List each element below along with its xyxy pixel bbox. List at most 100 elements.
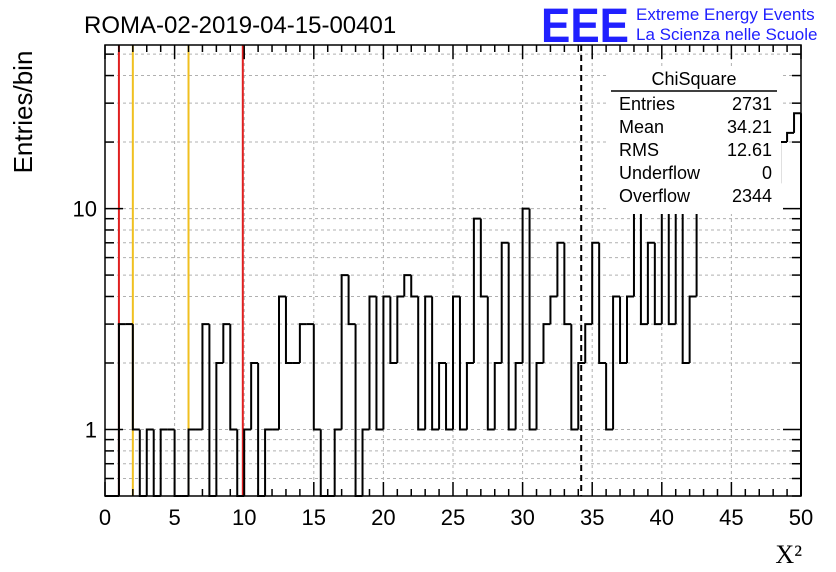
stats-label-overflow: Overflow	[619, 186, 691, 206]
histogram-bin	[465, 361, 474, 430]
eee-logo: EEE Extreme Energy Events La Scienza nel…	[541, 0, 817, 53]
histogram-bin	[591, 241, 600, 325]
histogram-bin	[375, 296, 384, 431]
histogram-bin	[145, 428, 154, 496]
histogram-bin	[452, 295, 460, 430]
histogram-bin	[563, 242, 572, 326]
histogram-bin	[333, 428, 342, 496]
histogram-bin	[646, 241, 655, 325]
x-tick-label: 30	[510, 505, 534, 530]
histogram-bin	[500, 241, 509, 363]
stats-label-underflow: Underflow	[619, 163, 701, 183]
histogram-bin	[612, 295, 621, 430]
x-tick-label: 40	[650, 505, 674, 530]
histogram-bin	[458, 296, 467, 431]
histogram-bin	[521, 207, 530, 363]
histogram-bin	[653, 242, 662, 326]
histogram-bin	[382, 295, 391, 430]
histogram-bin	[438, 361, 447, 430]
histogram-bin	[222, 323, 231, 363]
histogram-bin	[187, 428, 196, 496]
histogram-bin	[556, 241, 565, 297]
histogram-bin	[284, 296, 293, 364]
histogram-bin	[131, 324, 140, 431]
histogram-bin	[626, 295, 634, 363]
histogram-bin	[264, 428, 273, 496]
histogram-bin	[535, 361, 544, 430]
histogram-bin	[584, 323, 593, 363]
x-tick-label: 35	[580, 505, 604, 530]
histogram-bin	[619, 296, 627, 364]
histogram-bin	[431, 296, 440, 431]
x-tick-label: 0	[99, 505, 111, 530]
histogram-bin	[598, 242, 607, 364]
stats-box: ChiSquare Entries 2731 Mean 34.21 RMS 12…	[609, 66, 781, 214]
x-tick-label: 15	[302, 505, 326, 530]
histogram-bin	[639, 199, 648, 326]
eee-logo-text: EEE	[541, 0, 629, 53]
histogram-bin	[389, 296, 398, 364]
x-tick-label: 50	[789, 505, 813, 530]
histogram-bin	[542, 323, 551, 363]
histogram-bin	[472, 217, 481, 363]
histogram-bin	[250, 361, 259, 430]
histogram-bin	[396, 295, 405, 363]
stats-label-mean: Mean	[619, 117, 664, 137]
stats-value-overflow: 2344	[732, 186, 772, 206]
run-title: ROMA-02-2019-04-15-00401	[84, 12, 396, 39]
y-tick-label: 1	[85, 417, 97, 442]
histogram-bin	[570, 324, 579, 431]
histogram-bin	[577, 361, 586, 430]
histogram-bin	[159, 428, 168, 496]
histogram-bin	[486, 296, 495, 431]
stats-label-entries: Entries	[619, 94, 675, 114]
stats-value-mean: 34.21	[727, 117, 772, 137]
histogram-bin	[340, 274, 349, 430]
histogram-bin	[779, 141, 788, 184]
histogram-bin	[793, 112, 801, 133]
stats-value-underflow: 0	[762, 163, 772, 183]
stats-value-entries: 2731	[732, 94, 772, 114]
histogram-bin	[117, 323, 126, 496]
histogram-bin	[229, 324, 238, 431]
histogram-bin	[479, 218, 488, 298]
axes: 0 5 10 15 20 25 30 35 40 45 50 1 10	[73, 44, 813, 530]
histogram-bin	[417, 296, 426, 431]
histogram-bin	[424, 295, 433, 430]
histogram-bin	[312, 324, 321, 431]
x-tick-label: 45	[719, 505, 743, 530]
logo-line-2: La Scienza nelle Scuole	[636, 25, 817, 44]
histogram-bin	[681, 191, 690, 364]
vertical-markers	[117, 45, 583, 496]
histogram-bin	[201, 323, 210, 430]
histogram-bin	[243, 428, 252, 496]
histogram-bin	[493, 361, 502, 430]
y-tick-label: 10	[73, 197, 97, 222]
histogram-bin	[403, 274, 412, 297]
x-tick-label: 10	[232, 505, 256, 530]
histogram-bin	[368, 295, 377, 430]
logo-line-1: Extreme Energy Events	[636, 5, 815, 24]
y-axis-title: Entries/bin	[8, 51, 38, 174]
histogram-bin	[514, 361, 523, 430]
histogram-bin	[549, 295, 558, 325]
histogram-bin	[361, 428, 370, 496]
x-tick-label: 20	[371, 505, 395, 530]
x-tick-label: 25	[441, 505, 465, 530]
histogram-bin	[507, 242, 516, 431]
histogram-bin	[347, 275, 356, 326]
stats-label-rms: RMS	[619, 140, 659, 160]
histogram-bin	[445, 362, 453, 431]
histogram-bin	[786, 131, 795, 143]
x-tick-label: 5	[168, 505, 180, 530]
histogram-bin	[208, 324, 217, 497]
x-axis-title: X²	[775, 540, 802, 569]
histogram-bin	[528, 208, 537, 431]
histogram-bin	[688, 295, 697, 363]
histogram-bin	[354, 324, 363, 497]
stats-value-rms: 12.61	[727, 140, 772, 160]
histogram-bin	[410, 275, 419, 298]
histogram-bin	[605, 362, 614, 431]
stats-title: ChiSquare	[651, 69, 736, 89]
